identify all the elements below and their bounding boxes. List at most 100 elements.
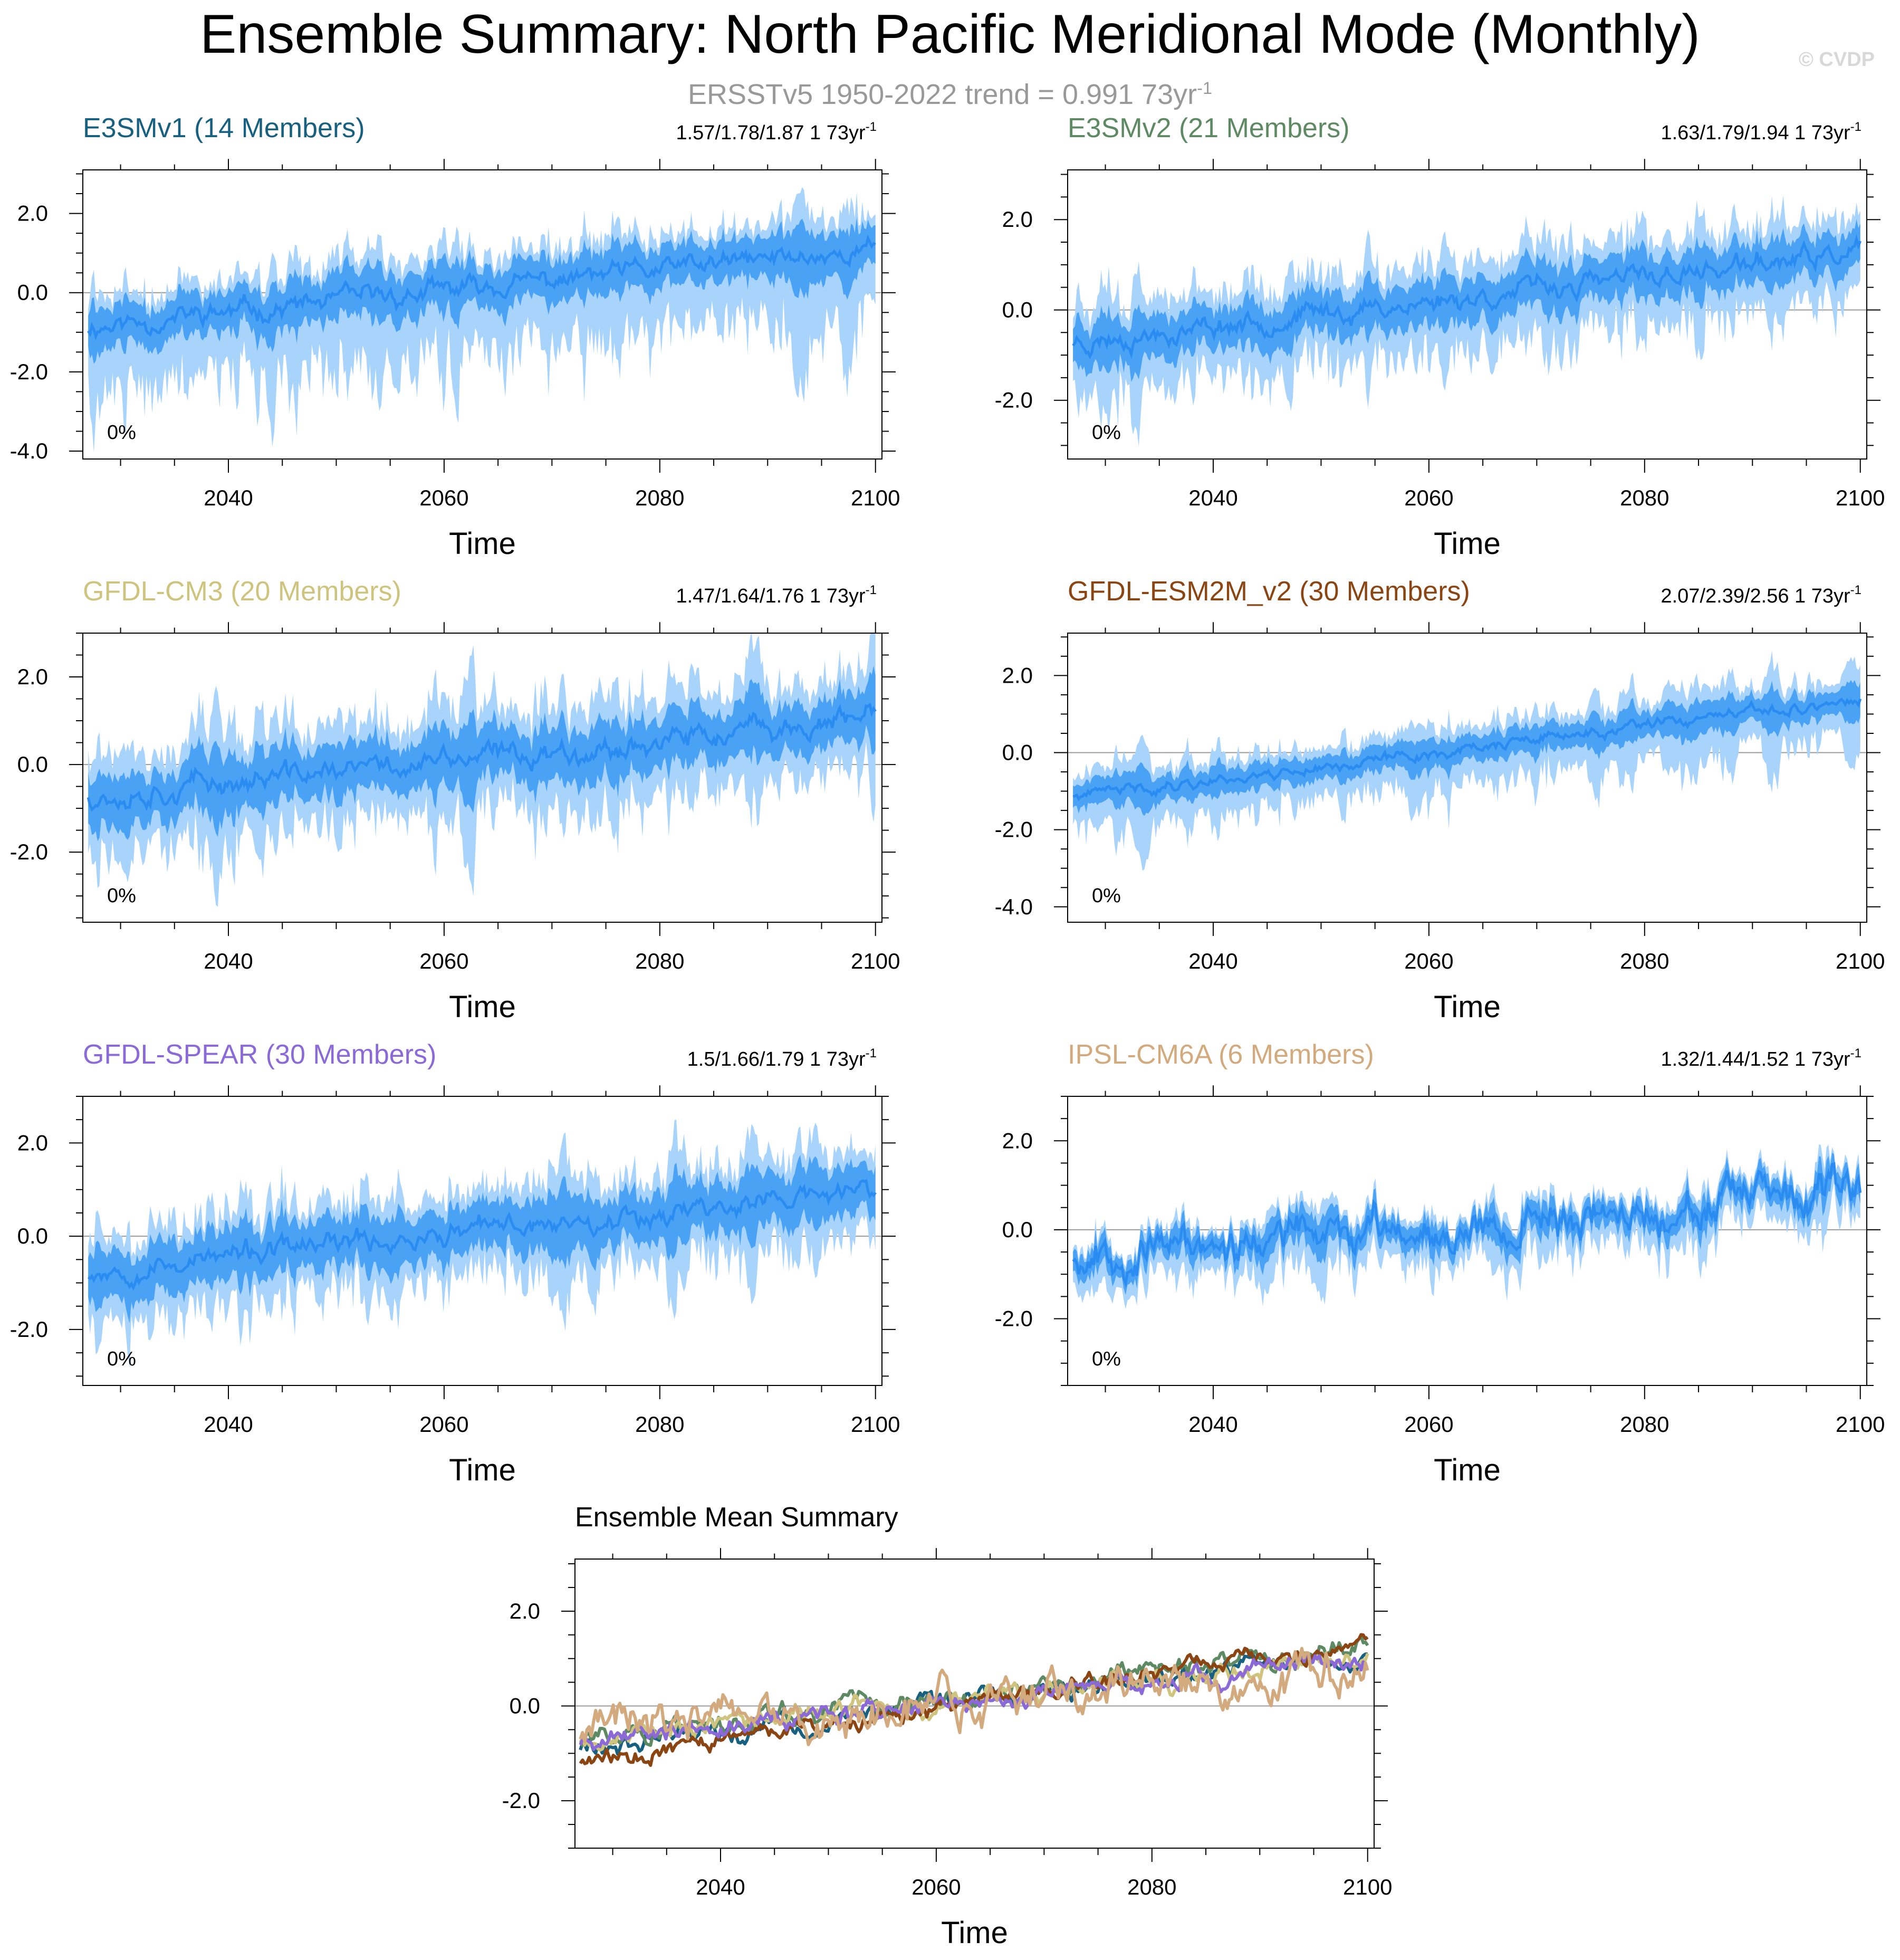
y-tick-label: 2.0 (1002, 207, 1033, 232)
y-tick-label: -2.0 (10, 359, 48, 384)
x-tick-label: 2060 (419, 949, 468, 973)
plot-area (83, 1120, 882, 1368)
trend-label: 2.07/2.39/2.56 1 73yr-1 (1661, 583, 1861, 607)
ensemble-mean-line (87, 702, 877, 812)
x-axis-label: Time (449, 990, 516, 1024)
x-tick-label: 2060 (419, 1412, 468, 1437)
panel-gfdl-cm3: 2040 2060 2080 2100 -2.0 0.0 2.0 GFDL-CM3 (20 M… (10, 576, 900, 1024)
x-tick-label: 2100 (1836, 485, 1885, 510)
series-line-ipsl-cm6a (579, 1647, 1369, 1746)
inner-spread-band (1073, 1152, 1860, 1295)
x-tick-label: 2080 (1620, 485, 1669, 510)
cvdp-watermark: © CVDP (1798, 49, 1875, 71)
y-tick-label: 0.0 (1002, 297, 1033, 322)
y-tick-label: -4.0 (10, 438, 48, 463)
plot-area (1068, 1144, 1867, 1309)
x-axis-label: Time (1434, 527, 1501, 561)
plot-area (575, 1633, 1374, 1767)
trend-label: 1.5/1.66/1.79 1 73yr-1 (687, 1046, 877, 1070)
percent-label: 0% (107, 422, 136, 444)
y-tick-label: 2.0 (510, 1599, 540, 1623)
percent-label: 0% (1092, 1348, 1121, 1370)
percent-label: 0% (107, 1348, 136, 1370)
ensemble-mean-line (1072, 234, 1862, 360)
y-tick-label: 2.0 (1002, 1128, 1033, 1153)
panel-gfdl-spear: 2040 2060 2080 2100 -2.0 0.0 2.0 GFDL-SPEAR (30… (10, 1039, 900, 1487)
panel-title: GFDL-SPEAR (30 Members) (83, 1039, 436, 1070)
plot-frame (1067, 169, 1867, 460)
x-tick-label: 2040 (204, 485, 253, 510)
y-tick-label: 2.0 (17, 201, 48, 226)
panel-ensemble-mean: 2040 2060 2080 2100 -2.0 0.0 2.0 Ensemble Mean … (502, 1502, 1393, 1950)
x-tick-label: 2040 (1188, 949, 1237, 973)
y-tick-label: -2.0 (995, 817, 1033, 842)
trend-label: 1.57/1.78/1.87 1 73yr-1 (676, 120, 877, 144)
x-tick-label: 2040 (204, 949, 253, 973)
x-tick-label: 2060 (1404, 1412, 1453, 1437)
y-tick-label: -2.0 (995, 1306, 1033, 1331)
plot-frame (1067, 633, 1867, 923)
x-tick-label: 2040 (204, 1412, 253, 1437)
y-tick-label: -4.0 (995, 894, 1033, 919)
y-tick-label: 2.0 (17, 1130, 48, 1155)
x-tick-label: 2100 (1343, 1875, 1392, 1899)
series-line-e3smv1 (579, 1651, 1368, 1756)
ensemble-mean-line (87, 1179, 877, 1291)
x-tick-label: 2040 (1188, 1412, 1237, 1437)
series-line-gfdl-spear (579, 1651, 1368, 1751)
x-tick-label: 2080 (635, 1412, 684, 1437)
panel-title: E3SMv2 (21 Members) (1068, 113, 1350, 144)
panel-title: Ensemble Mean Summary (575, 1502, 898, 1533)
x-axis-label: Time (1434, 990, 1501, 1024)
x-tick-label: 2040 (1188, 485, 1237, 510)
y-tick-label: 0.0 (17, 1223, 48, 1248)
x-tick-label: 2060 (1404, 949, 1453, 973)
figure-title: Ensemble Summary: North Pacific Meridion… (200, 4, 1700, 65)
panel-e3smv2: 2040 2060 2080 2100 -2.0 0.0 2.0 E3SMv2 (21 Mem… (995, 113, 1885, 561)
x-tick-label: 2060 (419, 485, 468, 510)
x-axis-label: Time (449, 527, 516, 561)
x-axis-label: Time (449, 1453, 516, 1487)
subtitle-superscript: -1 (1197, 79, 1212, 98)
plot-frame (82, 1096, 882, 1386)
y-tick-label: 0.0 (1002, 1217, 1033, 1242)
y-tick-label: 2.0 (17, 664, 48, 689)
plot-area (1068, 651, 1867, 871)
outer-spread-band (1073, 651, 1860, 871)
y-tick-label: 0.0 (510, 1693, 540, 1718)
panel-ipsl-cm6a: 2040 2060 2080 2100 -2.0 0.0 2.0 IPSL-CM6A (6 M… (995, 1039, 1885, 1487)
x-tick-label: 2040 (696, 1875, 745, 1899)
subtitle-text: ERSSTv5 1950-2022 trend = 0.991 73yr (688, 79, 1197, 110)
x-tick-label: 2100 (851, 1412, 900, 1437)
panel-title: GFDL-CM3 (20 Members) (83, 576, 401, 607)
percent-label: 0% (1092, 422, 1121, 444)
y-tick-label: -2.0 (995, 388, 1033, 413)
ensemble-mean-line (87, 234, 876, 340)
plot-area (83, 633, 882, 907)
x-axis-label: Time (1434, 1453, 1501, 1487)
series-line-gfdl-cm3 (579, 1653, 1369, 1752)
y-tick-label: 0.0 (17, 280, 48, 305)
plot-frame (1067, 1096, 1867, 1386)
panel-title: GFDL-ESM2M_v2 (30 Members) (1068, 576, 1470, 607)
x-tick-label: 2080 (1620, 1412, 1669, 1437)
y-tick-label: 0.0 (1002, 740, 1033, 765)
y-tick-label: 0.0 (17, 752, 48, 777)
trend-label: 1.47/1.64/1.76 1 73yr-1 (676, 583, 877, 607)
x-tick-label: 2080 (635, 485, 684, 510)
trend-label: 1.63/1.79/1.94 1 73yr-1 (1661, 120, 1861, 144)
x-tick-label: 2100 (851, 949, 900, 973)
x-tick-label: 2100 (851, 485, 900, 510)
x-tick-label: 2060 (1404, 485, 1453, 510)
x-tick-label: 2080 (1620, 949, 1669, 973)
panel-gfdl-esm2m: 2040 2060 2080 2100 -4.0 -2.0 0.0 2.0 GFDL-ESM2M… (995, 576, 1885, 1024)
plot-frame (82, 169, 882, 460)
figure-subtitle: ERSSTv5 1950-2022 trend = 0.991 73yr-1 (0, 78, 1900, 111)
panel-title: IPSL-CM6A (6 Members) (1068, 1039, 1374, 1070)
plot-area (1068, 195, 1867, 447)
percent-label: 0% (1092, 885, 1121, 907)
percent-label: 0% (107, 885, 136, 907)
plot-area (83, 187, 882, 453)
y-tick-label: -2.0 (10, 1317, 48, 1342)
